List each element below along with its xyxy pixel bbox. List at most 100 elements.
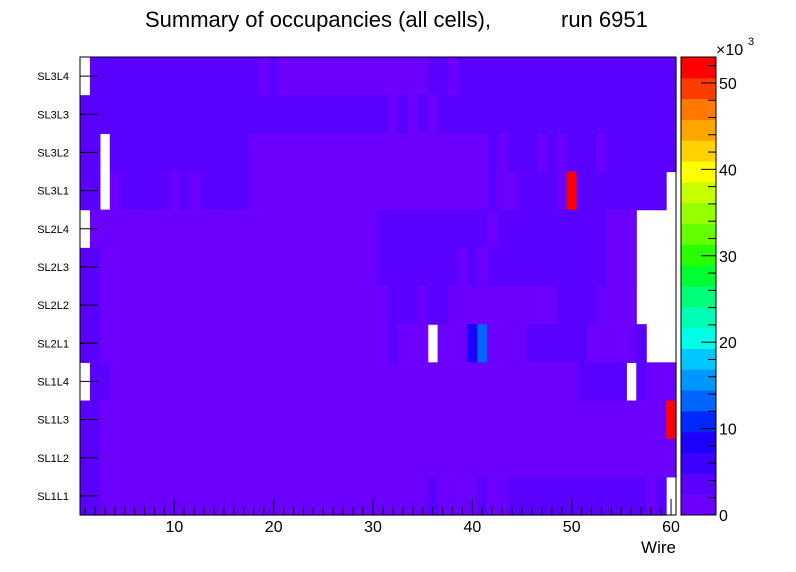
heatmap-cell (586, 324, 637, 363)
z-tick-label: 30 (719, 249, 737, 266)
heatmap-cell (556, 286, 598, 325)
color-scale-bin (681, 77, 716, 100)
heatmap-cell (89, 209, 379, 249)
heatmap-cell (566, 133, 598, 173)
heatmap-cell (427, 286, 449, 325)
y-tick-label: SL1L1 (37, 491, 69, 503)
color-scale-bin (681, 181, 716, 204)
heatmap-cell (457, 57, 468, 96)
x-tick-label: 60 (662, 519, 680, 536)
y-tick-label: SL1L4 (37, 376, 69, 388)
heatmap-cell (596, 133, 608, 173)
chart-title: Summary of occupancies (all cells), (145, 7, 491, 32)
heatmap-cell (636, 324, 647, 363)
heatmap-cell (109, 362, 578, 402)
color-scale-bin (681, 223, 716, 245)
z-tick-label: 20 (719, 335, 737, 352)
heatmap-cell (427, 57, 449, 96)
heatmap-cell (89, 57, 260, 96)
heatmap-cell (99, 247, 379, 287)
heatmap-cell (179, 171, 190, 211)
heatmap-cell (437, 476, 478, 516)
heatmap-cell (387, 95, 399, 134)
x-tick-label: 40 (463, 519, 481, 536)
heatmap-cell (636, 362, 647, 402)
heatmap-cell (666, 400, 677, 440)
color-scale-bin (681, 140, 716, 162)
heatmap-cell (397, 324, 429, 363)
heatmap-cell (447, 57, 459, 96)
heatmap-cell (606, 247, 637, 287)
color-scale-bin (681, 473, 716, 495)
heatmap-cell (497, 209, 608, 249)
heatmap-cell (387, 286, 419, 325)
heatmap-cell (447, 286, 558, 325)
y-tick-label: SL2L1 (37, 338, 69, 350)
heatmap-cell (497, 171, 518, 211)
heatmap-cell (666, 438, 677, 478)
heatmap-cell (646, 362, 677, 402)
heatmap-cell (487, 209, 498, 249)
heatmap-cell (487, 133, 498, 173)
color-scale-bin (681, 306, 716, 329)
heatmap-cell (407, 95, 419, 134)
heatmap-cell (99, 438, 667, 478)
heatmap-cell (527, 324, 588, 363)
heatmap-cell (378, 209, 488, 249)
z-tick-label: 50 (719, 76, 737, 93)
heatmap-cell (378, 247, 459, 287)
color-scale-bin (681, 286, 716, 308)
heatmap-cell (656, 476, 667, 516)
heatmap-cell (119, 171, 141, 211)
heatmap-cell (576, 171, 667, 211)
color-scale: 0 10 20 30 40 50 (680, 56, 737, 525)
z-tick-label: 10 (719, 422, 737, 439)
heatmap-cell (417, 286, 429, 325)
heatmap-cell (487, 171, 498, 211)
heatmap-cell (89, 362, 111, 402)
heatmap-cell (467, 57, 677, 96)
heatmap-cell (606, 209, 637, 249)
heatmap-cell (99, 400, 667, 440)
heatmap-cell (507, 476, 647, 516)
y-tick-label: SL3L1 (37, 186, 69, 198)
x-axis-label: Wire (641, 538, 676, 557)
color-scale-bin (681, 390, 716, 412)
color-scale-bin (681, 244, 716, 266)
color-scale-exponent: 3 (748, 36, 754, 48)
heatmap-cell (417, 95, 429, 134)
heatmap-cell (437, 324, 468, 363)
x-tick-label: 10 (165, 519, 183, 536)
color-scale-bin (681, 327, 716, 349)
heatmap-cell (556, 171, 568, 211)
heatmap-cell (248, 133, 488, 173)
heatmap-cell (189, 171, 200, 211)
color-scale-bin (681, 452, 716, 474)
x-tick-label: 50 (563, 519, 581, 536)
heatmap-cell (397, 95, 409, 134)
color-scale-bin (681, 410, 716, 433)
y-tick-label: SL1L3 (37, 415, 69, 427)
heatmap-cell (109, 171, 121, 211)
y-tick-label: SL2L2 (37, 300, 69, 312)
color-scale-border (680, 56, 717, 516)
heatmap-cell (258, 57, 270, 96)
heatmap-cell (248, 171, 488, 211)
x-tick-label: 20 (265, 519, 283, 536)
heatmap-cell (477, 247, 488, 287)
heatmap-cell (477, 476, 488, 516)
plot-frame (79, 56, 677, 516)
color-scale-bin (681, 265, 716, 287)
heatmap-cell (487, 247, 608, 287)
heatmap-cell (477, 324, 488, 363)
color-scale-bin (681, 494, 716, 516)
heatmap-cell (437, 95, 468, 134)
color-scale-bin (681, 98, 716, 120)
x-tick-label: 30 (364, 519, 382, 536)
heatmap-cell (427, 95, 439, 134)
color-scale-bin (681, 57, 716, 79)
x-axis: 10 20 30 40 50 60 (84, 499, 680, 536)
y-tick-label: SL3L4 (37, 71, 69, 83)
heatmap-cell (457, 247, 468, 287)
